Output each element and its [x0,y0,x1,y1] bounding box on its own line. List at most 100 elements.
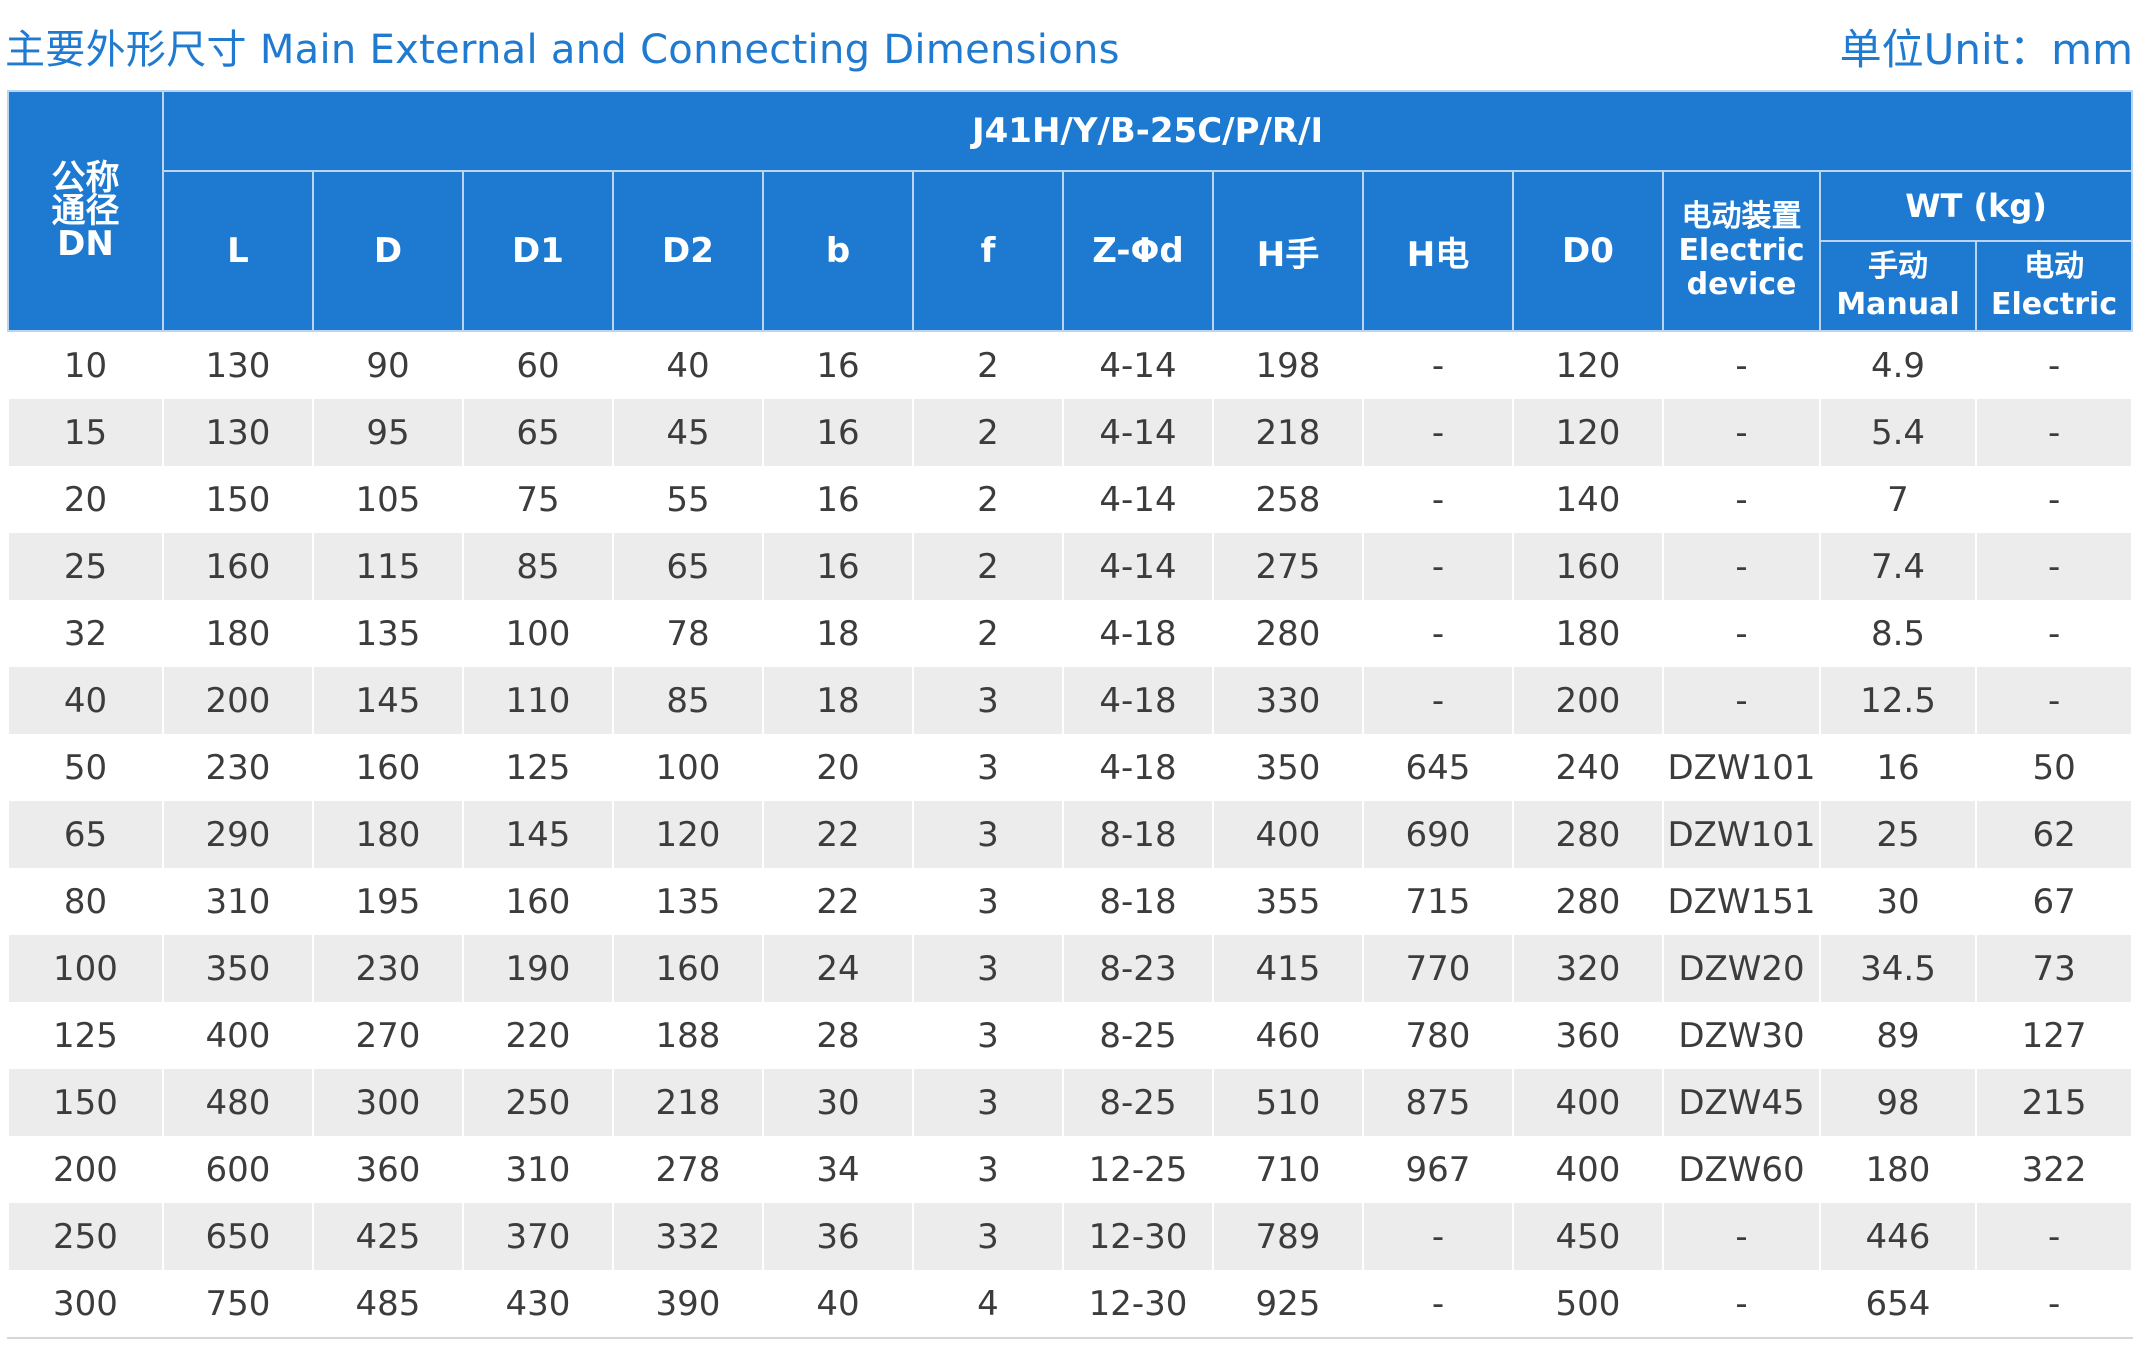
table-row: 25 160 115 85 65 16 2 4-14 275-160-7.4- [7,533,2134,600]
cell-z-d: 8-25 [1062,1069,1214,1136]
header-col-h-manual: H手 [1212,170,1364,332]
cell-l: 310 [162,868,314,935]
cell-wt-manual: 98 [1819,1069,1977,1136]
table-row: 125 400 270 220 188 28 3 8-25 460 780 360 DZW30 89 12… [7,1002,2134,1069]
cell-dn: 10 [7,331,164,399]
cell-d0: 140 [1512,466,1664,533]
cell-electric-device: - [1662,600,1821,667]
cell-d: 360 [312,1136,464,1203]
cell-h-manual: 275 [1212,533,1364,600]
cell-d1: 100 [462,600,614,667]
cell-wt-electric: 127 [1974,1002,2134,1069]
cell-d1: 370 [462,1203,614,1270]
cell-z-d: 4-18 [1062,667,1214,734]
cell-wt-electric: - [1974,1203,2134,1270]
cell-d0: 120 [1512,399,1664,466]
cell-wt-electric: - [1974,600,2134,667]
cell-electric-device: DZW151 [1662,868,1821,935]
cell-b: 36 [762,1203,914,1270]
cell-d2: 65 [612,533,764,600]
header-col-d0: D0 [1512,170,1664,332]
cell-d2: 332 [612,1203,764,1270]
cell-d: 105 [312,466,464,533]
table-row: 32 180 135 100 78 18 2 4-18 280-180-8.5- [7,600,2134,667]
cell-b: 20 [762,734,914,801]
cell-d0: 160 [1512,533,1664,600]
header-wt-manual: 手动 Manual [1819,240,1977,332]
cell-l: 150 [162,466,314,533]
cell-b: 18 [762,667,914,734]
header-dn: 公称 通径 DN [7,90,164,332]
table-row: 10 130 90 60 40 16 2 4-14 198-120-4.9- [7,331,2134,399]
cell-d2: 78 [612,600,764,667]
cell-wt-manual: 25 [1819,801,1977,868]
table-row: 100 350 230 190 160 24 3 8-23 415 770 320 DZW20 34.5… [7,935,2134,1002]
cell-f: 2 [912,533,1064,600]
cell-f: 2 [912,466,1064,533]
title-cn: 主要外形尺寸 [5,27,247,73]
cell-b: 16 [762,399,914,466]
cell-wt-manual: 7 [1819,466,1977,533]
cell-d: 195 [312,868,464,935]
cell-h-electric: 967 [1362,1136,1514,1203]
cell-d1: 110 [462,667,614,734]
cell-d1: 125 [462,734,614,801]
table-row: 250 650 425 370 332 36 3 12-30 789-450-446- [7,1203,2134,1270]
cell-h-manual: 710 [1212,1136,1364,1203]
cell-l: 180 [162,600,314,667]
cell-h-electric: - [1362,1270,1514,1339]
cell-d1: 250 [462,1069,614,1136]
cell-dn: 150 [7,1069,164,1136]
table-row: 150 480 300 250 218 30 3 8-25 510 875 400 DZW45 98 21… [7,1069,2134,1136]
cell-electric-device: - [1662,533,1821,600]
cell-z-d: 12-30 [1062,1203,1214,1270]
cell-d2: 85 [612,667,764,734]
cell-f: 3 [912,1136,1064,1203]
table-row: 80 310 195 160 135 22 3 8-18 355 715 280 DZW151 30 67 [7,868,2134,935]
cell-d1: 220 [462,1002,614,1069]
cell-d1: 85 [462,533,614,600]
cell-d2: 120 [612,801,764,868]
cell-d: 90 [312,331,464,399]
header-dn-line2: 通径 [51,190,120,231]
cell-d0: 500 [1512,1270,1664,1339]
header-col-d1: D1 [462,170,614,332]
header-wt-manual-cn: 手动 [1868,249,1928,284]
cell-electric-device: - [1662,399,1821,466]
cell-wt-electric: 73 [1974,935,2134,1002]
cell-d2: 45 [612,399,764,466]
header-device-line3: device [1686,267,1797,302]
cell-d1: 160 [462,868,614,935]
table-row: 20 150 105 75 55 16 2 4-14 258-140-7- [7,466,2134,533]
cell-d1: 430 [462,1270,614,1339]
cell-b: 28 [762,1002,914,1069]
cell-wt-manual: 5.4 [1819,399,1977,466]
header-wt-electric-cn: 电动 [2024,249,2085,284]
cell-d1: 310 [462,1136,614,1203]
cell-h-manual: 258 [1212,466,1364,533]
cell-d: 270 [312,1002,464,1069]
cell-electric-device: - [1662,667,1821,734]
cell-d: 145 [312,667,464,734]
header-wt-electric-en: Electric [1991,287,2118,322]
cell-d: 425 [312,1203,464,1270]
cell-b: 22 [762,801,914,868]
cell-d2: 390 [612,1270,764,1339]
cell-l: 480 [162,1069,314,1136]
cell-h-manual: 460 [1212,1002,1364,1069]
cell-h-electric: - [1362,399,1514,466]
cell-dn: 50 [7,734,164,801]
cell-d: 95 [312,399,464,466]
cell-d: 180 [312,801,464,868]
cell-wt-manual: 16 [1819,734,1977,801]
cell-electric-device: DZW101 [1662,801,1821,868]
cell-b: 16 [762,466,914,533]
cell-d2: 188 [612,1002,764,1069]
cell-d0: 180 [1512,600,1664,667]
cell-f: 2 [912,399,1064,466]
cell-dn: 200 [7,1136,164,1203]
cell-wt-manual: 34.5 [1819,935,1977,1002]
cell-l: 200 [162,667,314,734]
cell-wt-electric: - [1974,667,2134,734]
cell-h-electric: 770 [1362,935,1514,1002]
